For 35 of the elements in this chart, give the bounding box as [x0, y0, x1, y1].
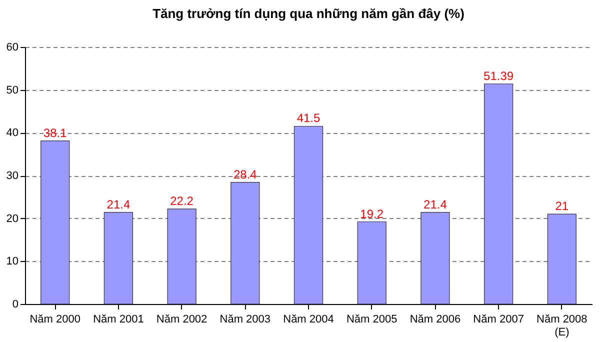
y-tick-label: 50 — [6, 84, 18, 96]
x-tick-label: Năm 2005 — [346, 314, 398, 326]
bar — [547, 214, 576, 304]
x-tick-label: Năm 2004 — [283, 314, 334, 326]
y-tick-label: 10 — [6, 256, 18, 268]
data-label: 21.4 — [106, 197, 130, 212]
y-tick-label: 30 — [6, 170, 18, 182]
x-tick-label: Năm 2006 — [410, 314, 461, 326]
data-label: 22.2 — [170, 194, 194, 208]
y-tick-label: 0 — [12, 298, 18, 310]
chart-title: Tăng trưởng tín dụng qua những năm gần đây (%) — [152, 6, 464, 21]
y-tick-label: 60 — [6, 42, 18, 54]
bar — [104, 212, 133, 304]
bar — [167, 208, 196, 304]
bar — [357, 221, 386, 304]
bar — [294, 126, 324, 304]
x-tick-label: Năm 2002 — [156, 314, 208, 326]
y-tick-label: 40 — [6, 127, 18, 140]
data-label: 41.5 — [296, 111, 320, 126]
data-label: 38.1 — [43, 126, 68, 140]
bar — [484, 84, 514, 304]
data-label: 28.4 — [233, 167, 258, 182]
data-label: 19.2 — [360, 206, 384, 221]
bar — [40, 140, 70, 304]
x-tick-label: Năm 2008 (E) — [536, 314, 588, 338]
data-label: 21 — [555, 199, 569, 214]
data-label: 21.4 — [424, 197, 448, 212]
bar — [420, 212, 450, 304]
data-label: 51.39 — [484, 68, 514, 83]
x-tick-label: Năm 2003 — [220, 314, 271, 326]
bar — [230, 182, 260, 304]
x-tick-label: Năm 2001 — [93, 314, 144, 326]
x-tick-label: Năm 2007 — [473, 314, 524, 326]
x-tick-label: Năm 2000 — [30, 314, 80, 326]
y-tick-label: 20 — [6, 212, 18, 225]
